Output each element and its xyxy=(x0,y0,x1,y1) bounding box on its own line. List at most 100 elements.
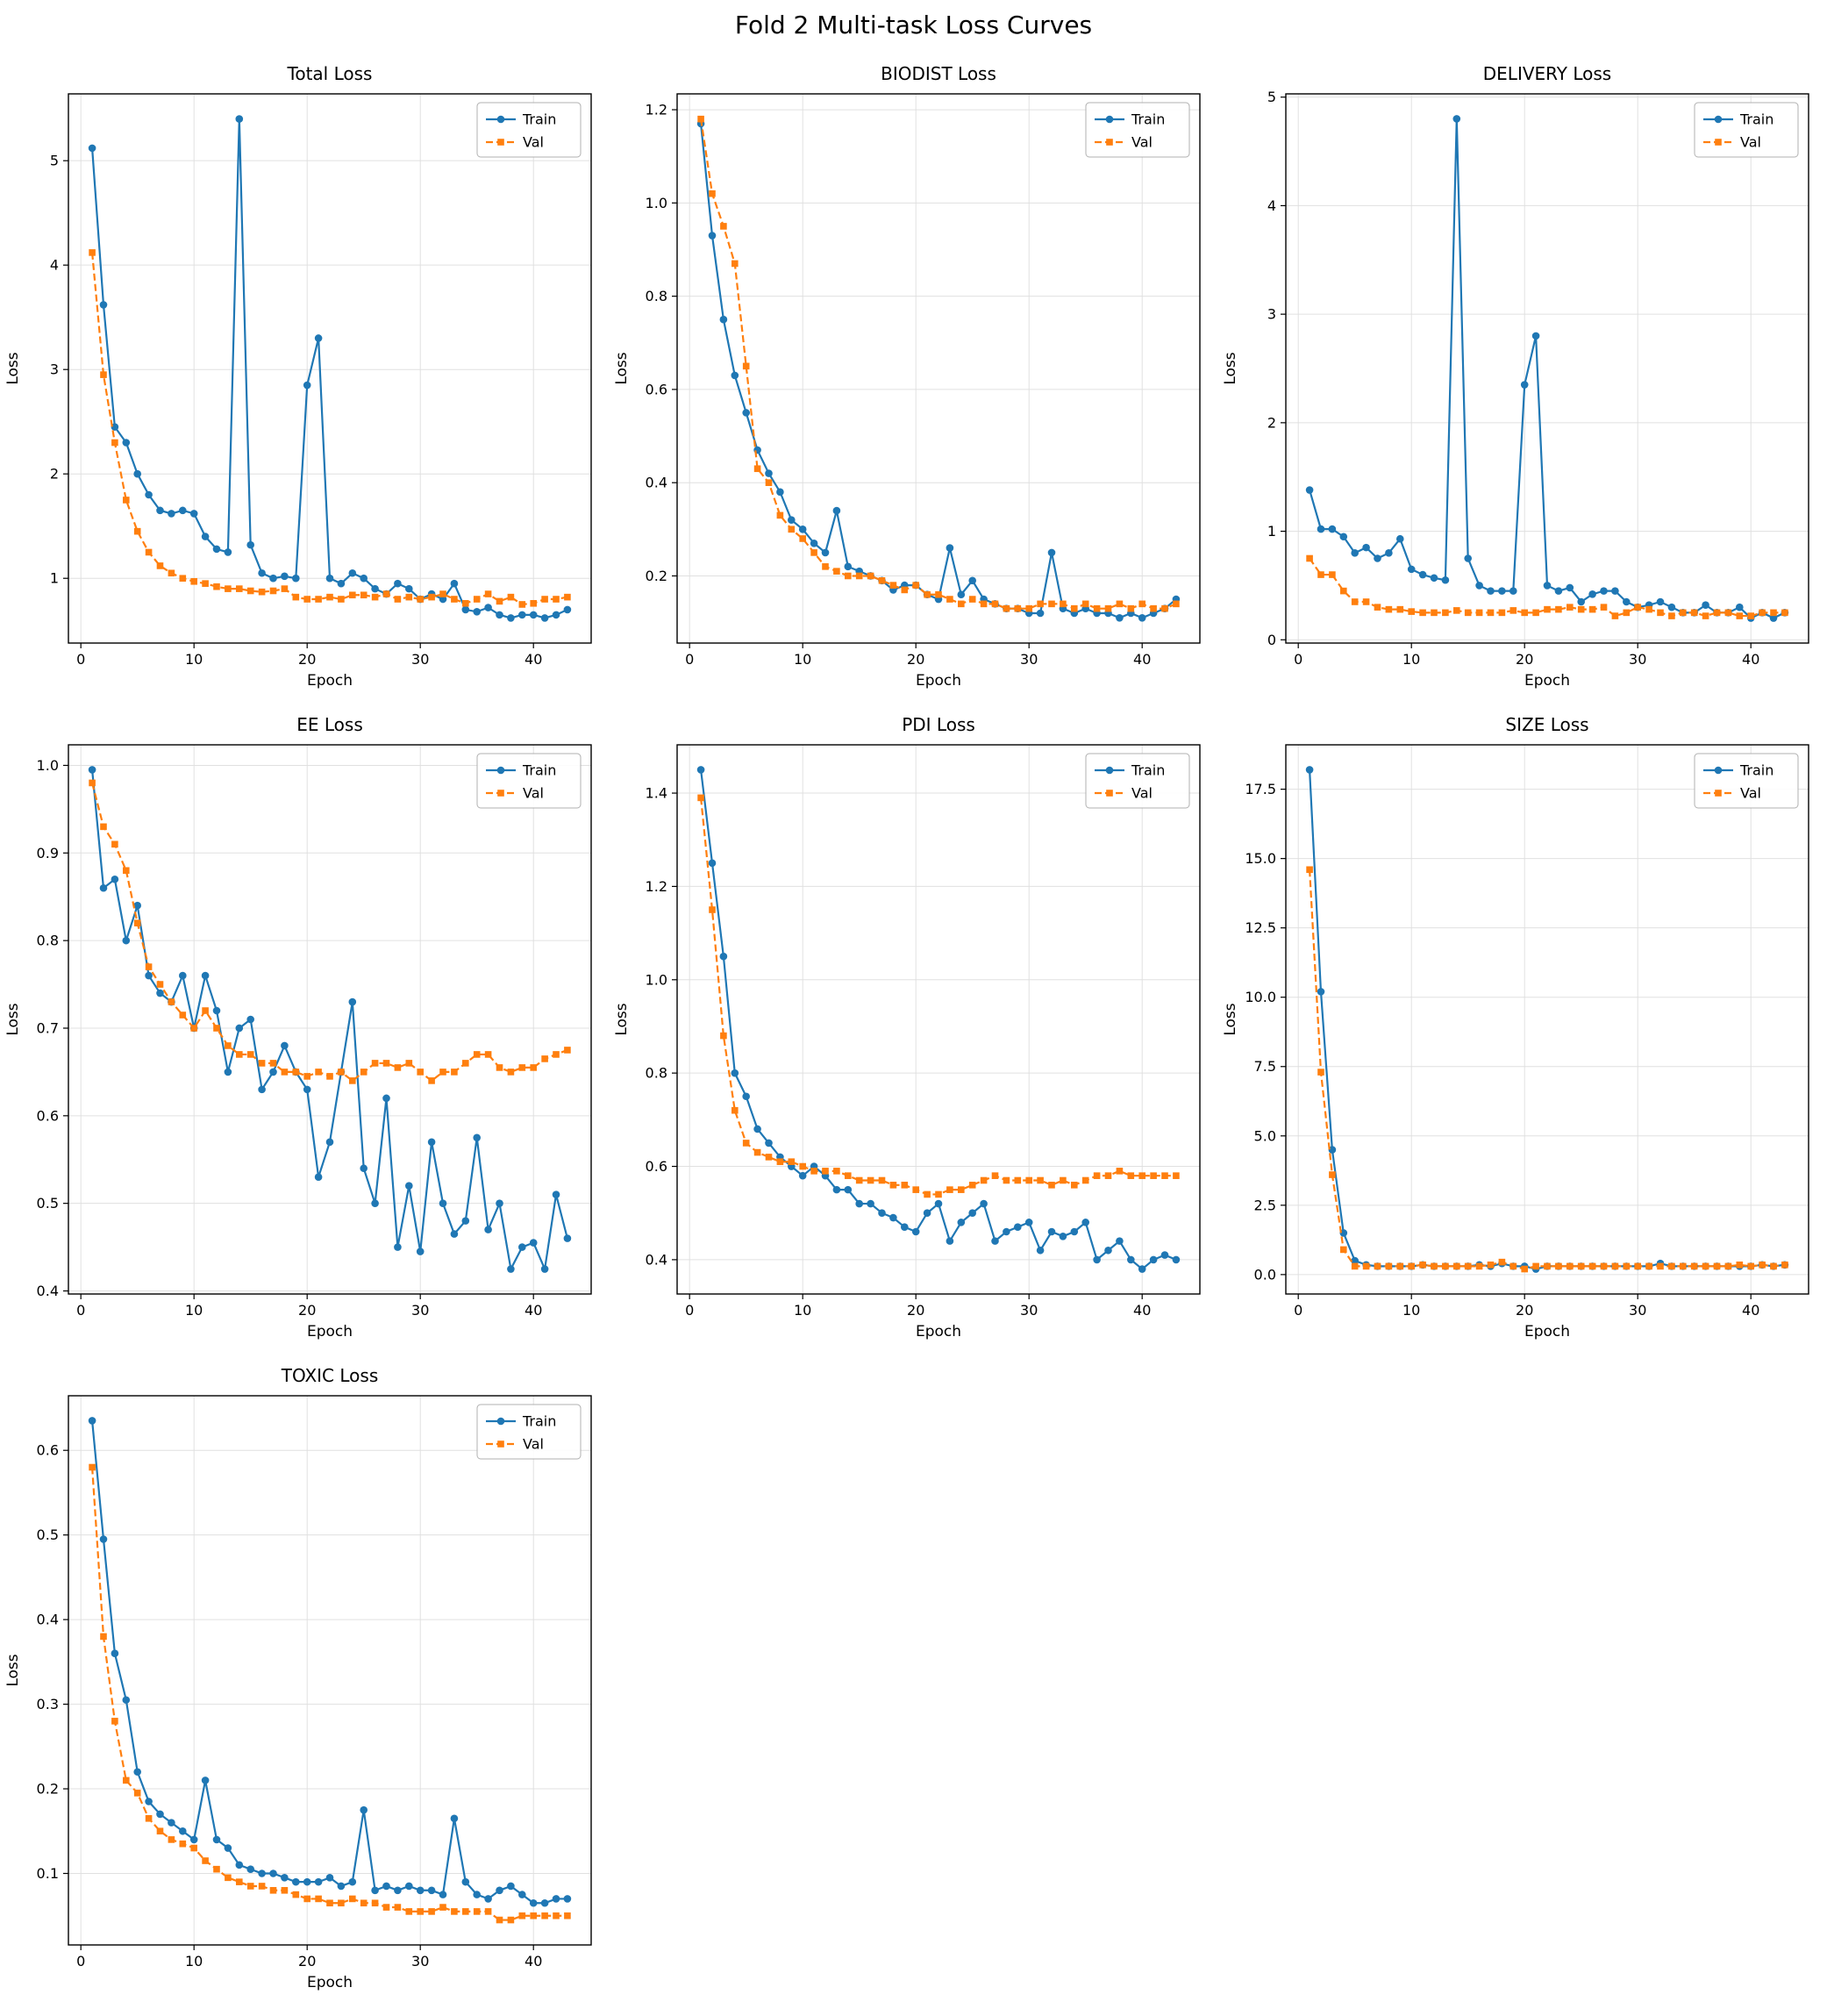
ytick-label: 1.4 xyxy=(646,785,667,802)
train-marker xyxy=(1769,614,1778,622)
val-marker xyxy=(405,1908,413,1915)
train-marker xyxy=(99,301,108,309)
train-marker xyxy=(212,1006,221,1015)
val-marker xyxy=(1116,1168,1124,1175)
val-marker xyxy=(564,1047,571,1054)
val-marker xyxy=(1702,612,1709,619)
val-marker xyxy=(1306,866,1313,874)
val-marker xyxy=(1396,605,1404,613)
plot-border xyxy=(676,744,1201,1295)
val-marker xyxy=(303,1895,310,1903)
train-marker xyxy=(303,1877,311,1886)
val-marker xyxy=(122,1777,130,1784)
val-marker xyxy=(1645,605,1652,613)
ytick-label: 1 xyxy=(50,570,59,587)
val-marker xyxy=(451,1069,458,1076)
val-marker xyxy=(1014,604,1022,612)
val-marker xyxy=(235,1878,243,1885)
train-marker xyxy=(518,1891,526,1898)
train-marker xyxy=(461,605,470,614)
val-marker xyxy=(1634,1262,1642,1270)
val-marker xyxy=(473,596,481,603)
train-marker xyxy=(348,997,357,1006)
xtick-label: 40 xyxy=(525,651,542,668)
val-marker xyxy=(935,1190,942,1198)
train-marker xyxy=(88,144,96,153)
train-marker xyxy=(753,1125,761,1133)
train-marker xyxy=(507,1265,515,1273)
xtick-label: 10 xyxy=(185,651,203,668)
val-marker xyxy=(697,794,704,802)
train-marker xyxy=(765,469,773,477)
val-marker xyxy=(564,1912,571,1919)
xtick-label: 0 xyxy=(1294,1302,1302,1319)
val-marker xyxy=(1081,1176,1089,1184)
train-marker xyxy=(258,568,266,577)
val-marker xyxy=(1770,609,1777,617)
val-marker xyxy=(484,1051,492,1058)
train-marker xyxy=(156,506,164,515)
train-marker xyxy=(258,1085,266,1094)
train-marker xyxy=(88,1417,96,1425)
val-marker xyxy=(246,587,254,595)
train-marker xyxy=(1656,597,1665,606)
train-marker xyxy=(878,1209,886,1218)
val-marker xyxy=(111,439,118,447)
val-marker xyxy=(394,1064,402,1071)
val-marker xyxy=(1419,1262,1426,1269)
train-marker xyxy=(1116,1237,1124,1245)
legend-label-val: Val xyxy=(1131,785,1153,802)
train-marker xyxy=(1441,575,1450,584)
train-marker xyxy=(1305,766,1314,774)
train-marker xyxy=(269,1068,277,1076)
val-marker xyxy=(753,1148,761,1156)
train-marker xyxy=(360,1164,368,1173)
ytick-label: 0.6 xyxy=(646,1158,667,1175)
train-marker xyxy=(281,572,289,581)
legend-train-marker xyxy=(1714,115,1723,124)
train-marker xyxy=(1081,1219,1090,1226)
chart-biodist-loss: 0 10 20 30 40 0.2 0.4 0.6 0.8 1.0 1.2 Train Val BIODI… xyxy=(613,63,1201,690)
val-marker xyxy=(912,1186,919,1193)
train-marker xyxy=(1328,525,1337,533)
train-marker xyxy=(1566,583,1574,592)
chart-title-toxic-loss: TOXIC Loss xyxy=(281,1365,378,1386)
yaxis-label: Loss xyxy=(4,1003,22,1035)
val-marker xyxy=(765,479,773,486)
train-marker xyxy=(1047,1227,1056,1236)
train-marker xyxy=(1059,1233,1067,1240)
train-marker xyxy=(281,1041,289,1050)
val-marker xyxy=(246,1883,254,1890)
val-marker xyxy=(1048,1182,1055,1189)
val-marker xyxy=(731,260,739,268)
val-marker xyxy=(1362,1262,1370,1270)
train-marker xyxy=(235,1024,244,1033)
val-marker xyxy=(1339,587,1347,595)
val-marker xyxy=(1329,1171,1336,1178)
train-marker xyxy=(1554,587,1563,595)
train-marker xyxy=(889,1213,897,1222)
ytick-label: 0.4 xyxy=(646,475,667,491)
xaxis-label: Epoch xyxy=(1524,1323,1570,1340)
val-marker xyxy=(1173,600,1180,608)
val-marker xyxy=(935,590,942,598)
ytick-label: 1.0 xyxy=(646,971,667,988)
val-marker xyxy=(258,1883,266,1890)
val-marker xyxy=(1668,612,1675,619)
train-marker xyxy=(1577,597,1586,606)
train-marker xyxy=(1395,534,1404,543)
val-marker xyxy=(1442,1262,1449,1270)
val-series-line-size-loss xyxy=(1308,869,1786,1270)
train-marker xyxy=(1611,587,1619,595)
xtick-label: 40 xyxy=(1133,1302,1151,1319)
train-marker xyxy=(269,1869,277,1877)
val-marker xyxy=(382,590,390,597)
ytick-label: 0.5 xyxy=(37,1526,59,1543)
train-marker xyxy=(1339,533,1348,541)
val-marker xyxy=(980,600,988,608)
val-marker xyxy=(168,1836,175,1843)
val-marker xyxy=(405,1060,413,1067)
train-marker xyxy=(1305,486,1314,494)
chart-cell-biodist-loss: 0 10 20 30 40 0.2 0.4 0.6 0.8 1.0 1.2 Train Val BIODI… xyxy=(609,52,1217,699)
ytick-label: 0.9 xyxy=(37,845,59,861)
